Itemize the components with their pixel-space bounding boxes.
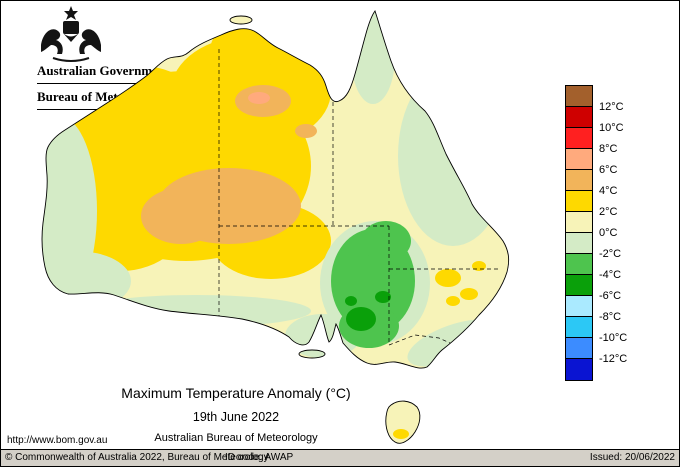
legend-cell xyxy=(566,296,592,317)
legend-cell xyxy=(566,149,592,170)
legend-cell xyxy=(566,275,592,296)
legend-cell xyxy=(566,212,592,233)
crest-star-icon xyxy=(64,6,78,20)
legend-cell xyxy=(566,317,592,338)
crest-shield-icon xyxy=(63,21,79,34)
branding-divider xyxy=(37,83,175,84)
legend-cells xyxy=(565,85,593,381)
legend-label: -10°C xyxy=(599,332,628,344)
legend-label: -6°C xyxy=(599,290,622,302)
crest-emu-icon xyxy=(79,29,101,54)
footer-bar: © Commonwealth of Australia 2022, Bureau… xyxy=(1,449,679,466)
legend-cell xyxy=(566,338,592,359)
map-title: Maximum Temperature Anomaly (°C) xyxy=(121,385,351,401)
melville-island-outline xyxy=(229,15,253,25)
legend-label: -4°C xyxy=(599,269,622,281)
crest-kangaroo-icon xyxy=(41,29,63,54)
legend-cell xyxy=(566,107,592,128)
australia-anomaly-map xyxy=(41,10,510,444)
legend-label: 6°C xyxy=(599,164,618,176)
map-source: Australian Bureau of Meteorology xyxy=(154,432,318,444)
map-caption: Maximum Temperature Anomaly (°C) 19th Ju… xyxy=(51,385,421,444)
legend-label: 10°C xyxy=(599,122,624,134)
bom-url: http://www.bom.gov.au xyxy=(7,435,108,446)
legend: 12°C 10°C 8°C 6°C 4°C 2°C 0°C -2°C -4°C -6°C -8°C -… xyxy=(565,85,677,385)
id-code-text: ID code: AWAP xyxy=(225,452,294,463)
legend-cell xyxy=(566,86,592,107)
legend-cell xyxy=(566,191,592,212)
legend-label: 12°C xyxy=(599,101,624,113)
issued-text: Issued: 20/06/2022 xyxy=(589,452,675,463)
legend-label: 8°C xyxy=(599,143,618,155)
legend-label: -8°C xyxy=(599,311,622,323)
legend-cell xyxy=(566,359,592,380)
coat-of-arms xyxy=(41,6,101,62)
legend-cell xyxy=(566,128,592,149)
coastline-outline xyxy=(41,10,510,444)
legend-label: -12°C xyxy=(599,353,628,365)
kangaroo-island-outline xyxy=(298,349,326,359)
legend-cell xyxy=(566,254,592,275)
copyright-text: © Commonwealth of Australia 2022, Bureau… xyxy=(5,452,269,463)
legend-label: 4°C xyxy=(599,185,618,197)
legend-label: -2°C xyxy=(599,248,622,260)
legend-cell xyxy=(566,233,592,254)
government-title: Australian Government xyxy=(37,63,170,78)
legend-cell xyxy=(566,170,592,191)
tasmania-outline xyxy=(385,400,421,444)
legend-label: 0°C xyxy=(599,227,618,239)
map-date: 19th June 2022 xyxy=(192,410,280,424)
legend-label: 2°C xyxy=(599,206,618,218)
